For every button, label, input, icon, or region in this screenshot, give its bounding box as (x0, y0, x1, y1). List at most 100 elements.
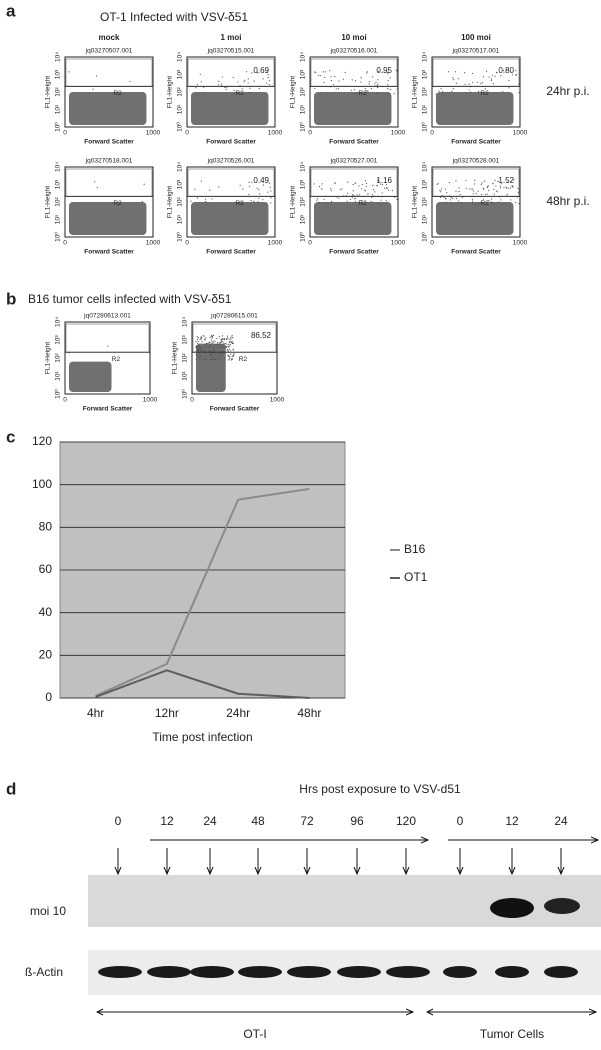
dot (324, 71, 327, 73)
dot (196, 345, 198, 347)
dot (496, 72, 498, 74)
dot (377, 70, 380, 72)
dot (202, 335, 204, 337)
dot (210, 349, 212, 351)
y-tick: 10⁰ (181, 389, 189, 399)
dot (209, 345, 211, 347)
dot (205, 346, 207, 349)
gate-percent: 0.49 (253, 176, 269, 185)
dot (223, 346, 225, 348)
dot (482, 187, 485, 190)
dot (211, 334, 213, 337)
gate-percent: 0.95 (376, 66, 392, 75)
dot (517, 192, 519, 194)
dot (245, 71, 248, 73)
y-tick: 10² (422, 86, 429, 96)
dot (197, 340, 199, 342)
dot (396, 198, 398, 200)
dot (354, 80, 357, 82)
dot (471, 198, 473, 200)
dot (512, 186, 514, 188)
dot (455, 197, 458, 199)
dot (347, 192, 349, 194)
dot (270, 190, 272, 192)
dot (449, 91, 451, 94)
dot (458, 190, 460, 193)
dot (354, 200, 356, 203)
dot (329, 203, 331, 205)
dot (367, 193, 369, 195)
dot (364, 88, 367, 90)
dot (230, 341, 232, 343)
dot (330, 76, 332, 78)
y-axis-label: FL1-Height (290, 186, 297, 218)
dot (480, 82, 482, 85)
dot (448, 182, 450, 184)
dot (452, 77, 454, 79)
dot (488, 76, 490, 78)
dot (248, 193, 250, 196)
dot (353, 198, 355, 200)
dot (228, 359, 230, 361)
dot (268, 84, 271, 86)
dot (196, 83, 199, 86)
dot (229, 338, 231, 341)
x-tick: 0 (185, 240, 189, 247)
dot (387, 80, 389, 82)
y-tick: 10² (300, 196, 307, 206)
dot (253, 80, 255, 82)
dot (195, 358, 197, 360)
plot-id: jq03270516.001 (330, 48, 378, 55)
gate-box (65, 168, 153, 197)
dot (375, 81, 377, 84)
y-axis-label: FL1-Height (412, 186, 419, 218)
dot (249, 87, 251, 89)
band (238, 966, 282, 978)
dot (391, 189, 394, 192)
dot (334, 75, 336, 78)
dot (372, 184, 374, 187)
dot (217, 355, 220, 357)
dot (318, 201, 321, 204)
dot (492, 202, 494, 204)
dot (377, 87, 379, 89)
dot (213, 348, 215, 350)
dot (247, 78, 249, 80)
dot (230, 338, 232, 340)
gate-box (187, 168, 275, 197)
y-axis-label: FL1-Height (45, 76, 52, 108)
dot (224, 346, 227, 348)
row-label: 48hr p.i. (546, 194, 589, 208)
dot (364, 180, 366, 182)
dot (270, 202, 272, 204)
dot (223, 342, 225, 344)
gate-box (432, 58, 520, 87)
cell-cloud (436, 92, 514, 125)
dot (209, 358, 211, 361)
dot (242, 203, 244, 205)
dot (387, 84, 389, 86)
x-axis-label: Forward Scatter (329, 249, 379, 256)
dot (226, 338, 228, 341)
dot (225, 342, 227, 345)
x-tick: 1000 (146, 130, 161, 137)
y-tick-label: 60 (39, 562, 53, 576)
y-axis-label: FL1-Height (45, 342, 52, 374)
y-tick: 10² (300, 86, 307, 96)
dot (195, 346, 197, 348)
dot (372, 189, 375, 191)
dot (461, 203, 463, 205)
x-tick: 1000 (270, 397, 285, 404)
dot (491, 74, 493, 77)
dot (220, 357, 223, 360)
dot (253, 200, 255, 202)
dot (458, 77, 460, 80)
x-axis-label: Forward Scatter (84, 139, 134, 146)
dot (232, 354, 235, 356)
band (544, 898, 580, 914)
y-tick: 10⁴ (177, 52, 184, 62)
dot (221, 76, 223, 78)
dot (502, 69, 505, 72)
dot (472, 190, 475, 192)
dot (218, 336, 221, 338)
